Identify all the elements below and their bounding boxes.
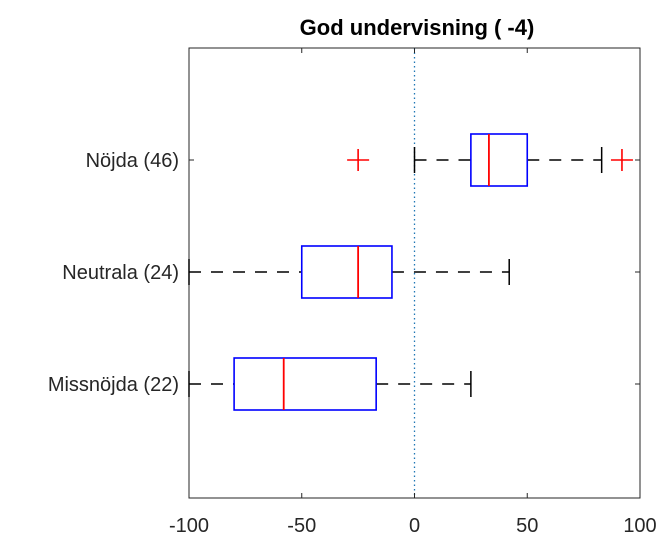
category-label: Nöjda (46): [86, 150, 179, 172]
x-tick-label: -100: [169, 515, 209, 537]
chart-title: God undervisning ( -4): [300, 15, 535, 40]
x-tick-label: 100: [623, 515, 656, 537]
x-tick-label: 0: [409, 515, 420, 537]
x-tick-label: 50: [516, 515, 538, 537]
x-tick-label: -50: [287, 515, 316, 537]
category-label: Missnöjda (22): [48, 374, 179, 396]
box-iqr: [233, 357, 377, 411]
box-iqr: [300, 245, 393, 299]
category-label: Neutrala (24): [62, 262, 179, 284]
plot-area: -100 -50 0 50 100 Nöjda (46) Neutrala (24) Miss…: [48, 47, 657, 537]
box-iqr: [470, 133, 529, 187]
